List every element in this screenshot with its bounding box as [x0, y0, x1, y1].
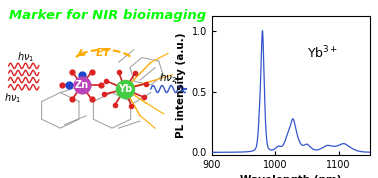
Text: $h\nu_1$: $h\nu_1$	[4, 91, 22, 105]
Text: $h\nu_1$: $h\nu_1$	[17, 50, 34, 64]
Text: Yb$^{3+}$: Yb$^{3+}$	[307, 44, 338, 61]
Y-axis label: PL intensity (a.u.): PL intensity (a.u.)	[176, 33, 186, 138]
Text: Yb: Yb	[118, 84, 132, 94]
Text: $h\nu_2$: $h\nu_2$	[159, 71, 177, 85]
X-axis label: Wavelength (nm): Wavelength (nm)	[240, 175, 342, 178]
Text: Marker for NIR bioimaging: Marker for NIR bioimaging	[9, 9, 206, 22]
Text: ET: ET	[96, 48, 111, 58]
Text: Zn: Zn	[75, 80, 89, 90]
